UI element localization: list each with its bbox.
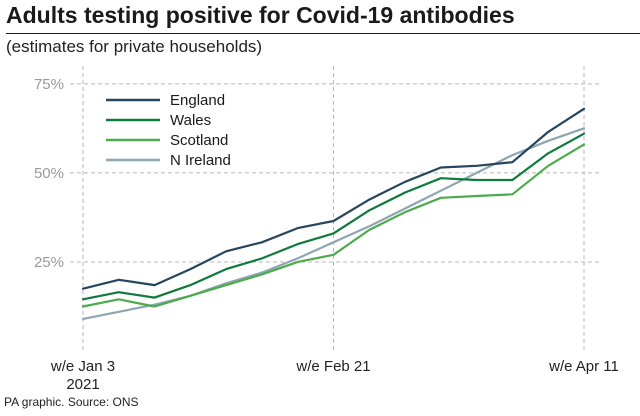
x-tick-label: 2021 bbox=[66, 376, 99, 393]
y-axis-ticks: 25% 50% 75% bbox=[34, 76, 64, 271]
chart-title: Adults testing positive for Covid-19 ant… bbox=[6, 2, 515, 28]
series-lines bbox=[81, 107, 586, 320]
series-line-scotland bbox=[81, 143, 586, 308]
source-credit: PA graphic. Source: ONS bbox=[4, 395, 139, 409]
y-tick-label: 25% bbox=[34, 254, 64, 271]
legend-label: Scotland bbox=[170, 132, 228, 149]
legend-label: Wales bbox=[170, 112, 211, 129]
legend-label: N Ireland bbox=[170, 152, 231, 169]
series-line-n-ireland bbox=[81, 127, 586, 320]
legend: England Wales Scotland N Ireland bbox=[106, 92, 231, 169]
y-tick-label: 50% bbox=[34, 165, 64, 182]
x-tick-label: w/e Jan 3 bbox=[50, 358, 115, 375]
series-line-england bbox=[81, 107, 586, 290]
title-rule bbox=[6, 33, 640, 34]
chart-subtitle: (estimates for private households) bbox=[6, 37, 263, 56]
gridlines bbox=[70, 66, 602, 351]
x-tick-label: w/e Apr 11 bbox=[548, 358, 619, 375]
legend-label: England bbox=[170, 92, 225, 109]
series-line-wales bbox=[81, 132, 586, 301]
y-tick-label: 75% bbox=[34, 76, 64, 93]
x-tick-label: w/e Feb 21 bbox=[295, 358, 370, 375]
